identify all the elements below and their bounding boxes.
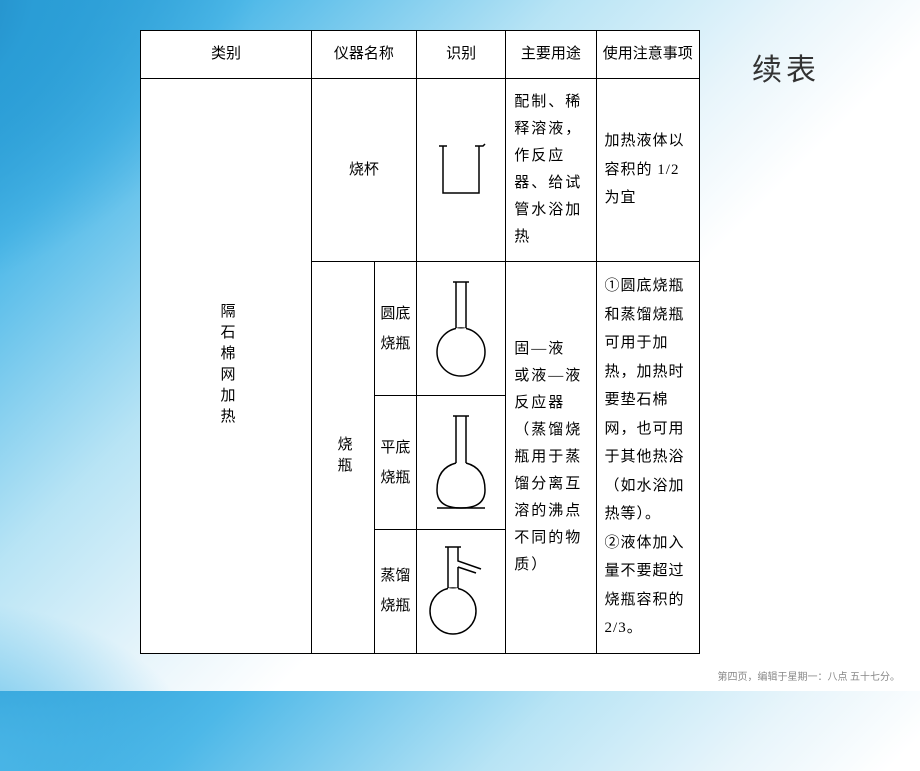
flat-flask-icon-cell xyxy=(416,396,505,530)
distill-flask-icon xyxy=(426,541,496,641)
flask-note: ①圆底烧瓶和蒸馏烧瓶可用于加热，加热时要垫石棉网，也可用于其他热浴（如水浴加热等… xyxy=(596,262,699,654)
beaker-icon-cell xyxy=(416,79,505,262)
apparatus-table: 类别 仪器名称 识别 主要用途 使用注意事项 隔石棉网加热 烧杯 配制、稀释溶液… xyxy=(140,30,700,654)
header-note: 使用注意事项 xyxy=(596,31,699,79)
header-category: 类别 xyxy=(141,31,312,79)
distill-flask-icon-cell xyxy=(416,530,505,653)
round-flask-icon xyxy=(431,274,491,384)
distill-flask-name: 蒸馏烧瓶 xyxy=(375,530,417,653)
flat-flask-name: 平底烧瓶 xyxy=(375,396,417,530)
round-flask-icon-cell xyxy=(416,262,505,396)
beaker-note: 加热液体以容积的 1/2 为宜 xyxy=(596,79,699,262)
table-header-row: 类别 仪器名称 识别 主要用途 使用注意事项 xyxy=(141,31,700,79)
flask-parent-name: 烧瓶 xyxy=(312,262,375,654)
header-usage: 主要用途 xyxy=(506,31,596,79)
round-flask-name: 圆底烧瓶 xyxy=(375,262,417,396)
table-row: 隔石棉网加热 烧杯 配制、稀释溶液，作反应器、给试管水浴加热 加热液体以容积的 … xyxy=(141,79,700,262)
continuation-title: 续表 xyxy=(752,45,820,89)
beaker-icon xyxy=(431,138,491,203)
beaker-name: 烧杯 xyxy=(312,79,417,262)
header-identify: 识别 xyxy=(416,31,505,79)
header-name: 仪器名称 xyxy=(312,31,417,79)
table-container: 类别 仪器名称 识别 主要用途 使用注意事项 隔石棉网加热 烧杯 配制、稀释溶液… xyxy=(140,30,700,654)
flask-usage: 固—液 或液—液 反应器（蒸馏烧瓶用于蒸馏分离互溶的沸点不同的物质） xyxy=(506,262,596,654)
flat-flask-icon xyxy=(431,408,491,518)
page-footer: 第四页，编辑于星期一：八点 五十七分。 xyxy=(718,668,901,683)
beaker-usage: 配制、稀释溶液，作反应器、给试管水浴加热 xyxy=(506,79,596,262)
category-cell: 隔石棉网加热 xyxy=(141,79,312,654)
